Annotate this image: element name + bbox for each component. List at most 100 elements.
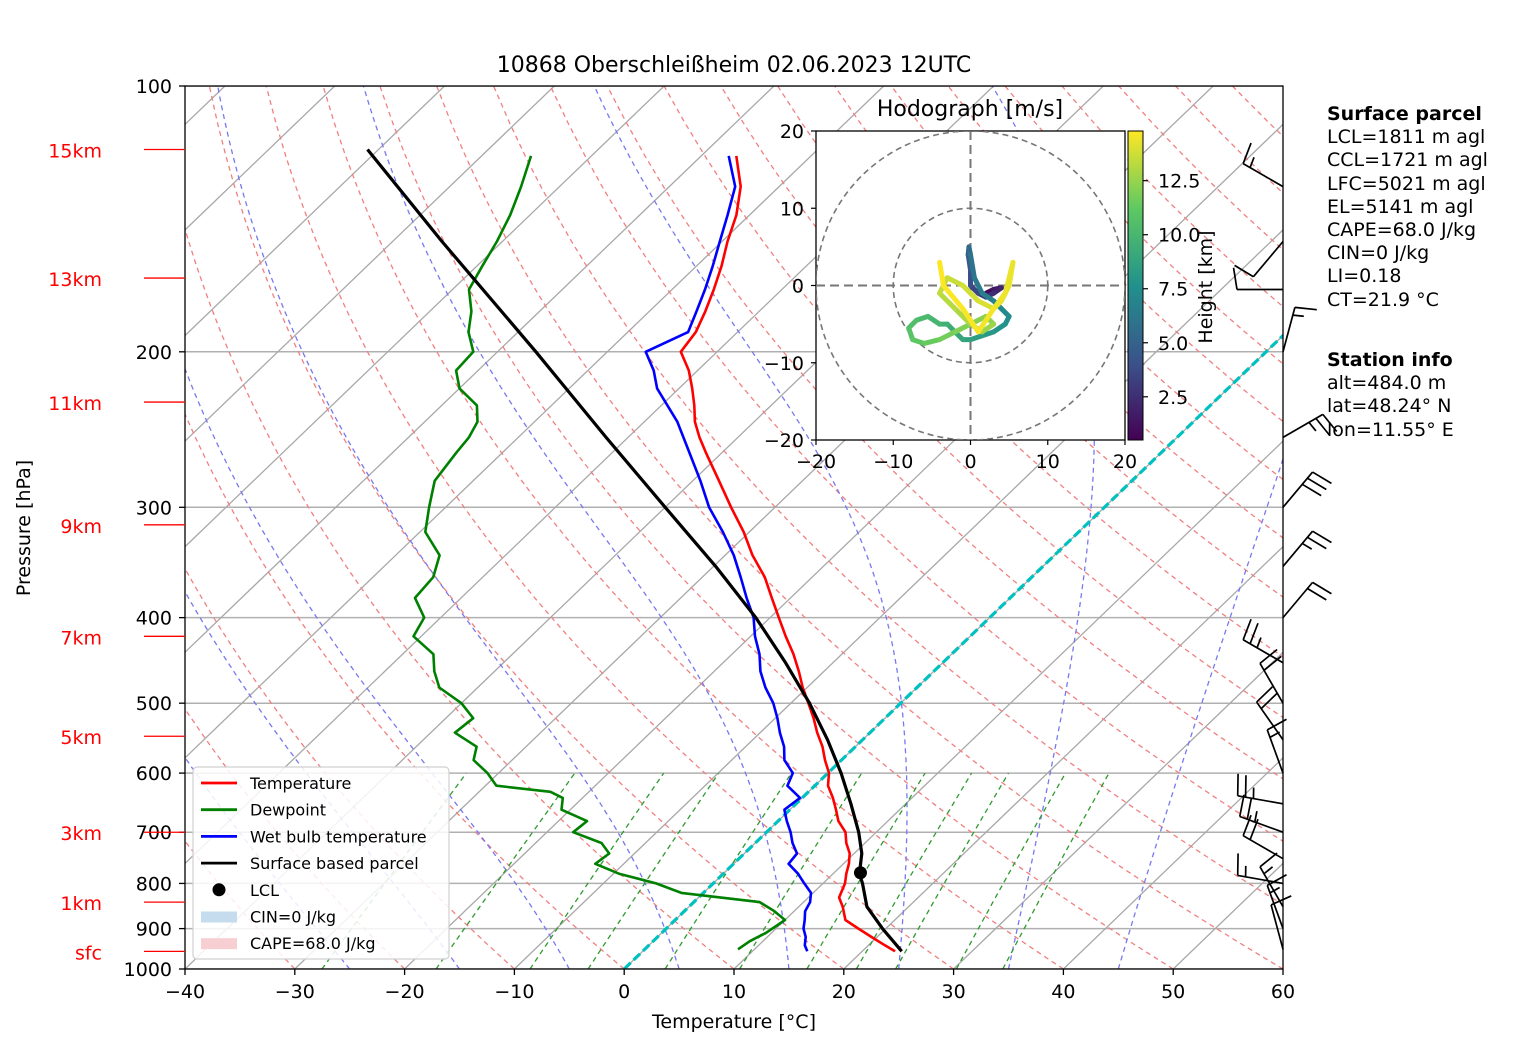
- height-label: 9km: [60, 516, 102, 538]
- wind-barb-feather: [1246, 797, 1253, 820]
- wind-barb-feather: [1306, 477, 1327, 491]
- wind-barb-staff: [1237, 874, 1284, 885]
- wind-barb: [1259, 648, 1284, 704]
- hodo-y-tick-label: 0: [792, 276, 804, 298]
- moist-adiabat: [991, 86, 1095, 969]
- mixing-ratio-line: [529, 772, 665, 969]
- series-dewpoint: [412, 155, 787, 951]
- height-label: sfc: [75, 942, 102, 964]
- moist-adiabat: [362, 86, 790, 969]
- colorbar-tick-label: 5.0: [1158, 333, 1188, 355]
- zero-isotherm: [623, 333, 1283, 969]
- wind-barb: [1242, 142, 1284, 188]
- moist-adiabat: [593, 86, 908, 969]
- wind-barb-feather: [1266, 718, 1287, 731]
- dry-adiabat: [549, 86, 1283, 842]
- isotherm: [0, 86, 5, 969]
- hodograph-segment: [937, 329, 958, 343]
- hodograph-segment: [937, 290, 958, 312]
- surface-parcel-cin: CIN=0 J/kg: [1327, 242, 1430, 265]
- x-axis-label: Temperature [°C]: [651, 1011, 816, 1033]
- isotherm: [185, 86, 665, 548]
- wind-barb-feather: [1263, 655, 1282, 671]
- hodograph-segment: [960, 283, 981, 304]
- hodo-y-tick-label: −20: [764, 430, 804, 452]
- colorbar: [1127, 130, 1144, 441]
- dry-adiabat: [436, 86, 1283, 969]
- wind-barb-staff: [1259, 662, 1284, 704]
- isotherm: [185, 86, 555, 443]
- wind-barb-feather: [1242, 618, 1252, 641]
- skewt-axes: −40 −30 −20 −10 0 10 20 30 40 50 60100200300400500…: [48, 76, 1295, 1003]
- moist-adiabat: [1117, 457, 1283, 969]
- station-info-panel: Station info alt=484.0 m lat=48.24° N lo…: [1327, 349, 1454, 442]
- legend-label: CAPE=68.0 J/kg: [250, 934, 376, 953]
- wind-barb: [1282, 413, 1338, 439]
- wind-barb: [1282, 471, 1332, 508]
- isotherm: [185, 86, 775, 654]
- isotherm: [1062, 756, 1283, 969]
- colorbar-tick-label: 10.0: [1158, 225, 1200, 247]
- surface-parcel-ccl: CCL=1721 m agl: [1327, 149, 1488, 172]
- height-label: 1km: [60, 893, 102, 915]
- wind-barb-feather: [1308, 421, 1317, 432]
- legend-swatch: [201, 938, 237, 950]
- skewt-profiles: [366, 148, 1283, 969]
- surface-parcel-header: Surface parcel: [1327, 103, 1482, 125]
- moist-adiabat: [217, 86, 680, 969]
- dry-adiabat: [493, 86, 1283, 906]
- wind-barb-staff: [1282, 530, 1314, 567]
- station-info-lat: lat=48.24° N: [1327, 395, 1452, 418]
- hodograph-segment: [971, 275, 985, 296]
- wind-barb-feather: [1256, 686, 1274, 703]
- wind-barb-feather: [1312, 530, 1332, 544]
- surface-parcel-panel: Surface parcel LCL=1811 m agl CCL=1721 m…: [1327, 103, 1488, 312]
- moist-adiabat: [185, 367, 570, 969]
- x-tick-label: 40: [1051, 981, 1075, 1003]
- wind-barb-feather: [1322, 413, 1338, 433]
- wind-barb-feather: [1242, 142, 1252, 164]
- station-info-lon: lon=11.55° E: [1327, 418, 1454, 441]
- wind-barb-feather: [1238, 794, 1245, 817]
- p-tick-label: 100: [136, 76, 172, 98]
- wind-barb-feather: [1312, 471, 1332, 485]
- x-tick-label: 30: [942, 981, 966, 1003]
- legend-swatch: [201, 911, 237, 923]
- colorbar-tick-label: 2.5: [1158, 387, 1188, 409]
- height-label: 13km: [48, 269, 102, 291]
- colorbar-tick-label: 7.5: [1158, 279, 1188, 301]
- hodograph-segment: [952, 321, 973, 335]
- wind-barb: [1242, 618, 1284, 664]
- hodo-x-tick-label: −10: [873, 451, 913, 473]
- wind-barb-feather: [1260, 692, 1278, 710]
- surface-parcel-lcl: LCL=1811 m agl: [1327, 126, 1486, 149]
- p-tick-label: 200: [136, 342, 172, 364]
- x-tick-label: 20: [832, 981, 856, 1003]
- hodograph: −20−20 −10 −10 0 0 10 10 20 20 2.5 5.0 7.5 10.0 12.5: [764, 121, 1200, 473]
- isotherm: [404, 123, 1283, 969]
- wind-barbs: [1232, 142, 1338, 950]
- height-label: 7km: [60, 627, 102, 649]
- dry-adiabat: [606, 86, 1283, 780]
- surface-parcel-li: LI=0.18: [1327, 265, 1402, 288]
- hodograph-segment: [991, 290, 1008, 312]
- mixing-ratio-line: [855, 772, 973, 969]
- wind-barb: [1282, 306, 1317, 353]
- wind-barb: [1238, 794, 1284, 834]
- hodo-x-tick-label: 10: [1036, 451, 1060, 473]
- hodograph-segment: [960, 306, 981, 335]
- series-temperature: [679, 155, 896, 953]
- wind-barb-staff: [1255, 701, 1284, 741]
- p-tick-label: 900: [136, 919, 172, 941]
- wind-barb-feather: [1263, 866, 1274, 875]
- surface-parcel-lfc: LFC=5021 m agl: [1327, 172, 1486, 195]
- legend-label: Dewpoint: [250, 801, 326, 820]
- dry-adiabat: [834, 86, 1283, 539]
- wind-barb: [1232, 267, 1283, 291]
- wind-barb-feather: [1249, 157, 1255, 168]
- moist-adiabat: [185, 590, 461, 969]
- wind-barb-feather: [1294, 306, 1317, 311]
- x-tick-label: −30: [275, 981, 315, 1003]
- wind-barb: [1255, 686, 1284, 741]
- isotherm: [513, 229, 1283, 969]
